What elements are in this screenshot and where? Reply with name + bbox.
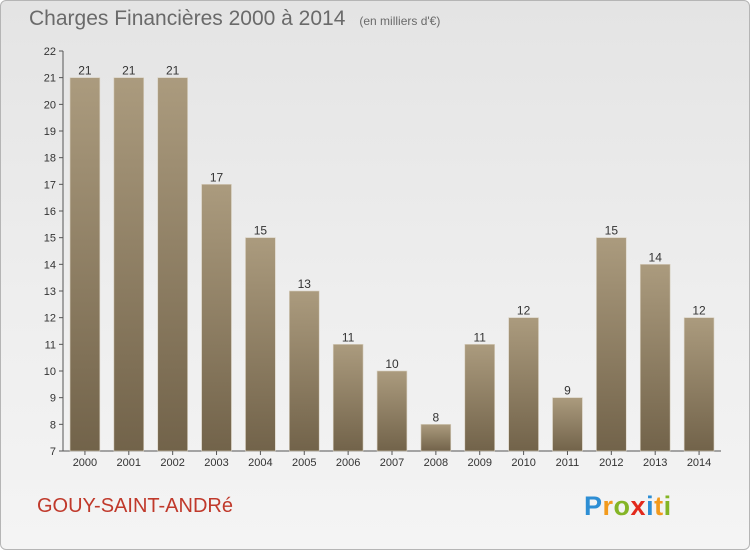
data-label: 13 xyxy=(298,277,312,291)
x-tick-label: 2013 xyxy=(643,457,667,469)
y-tick-label: 17 xyxy=(44,179,56,191)
data-label: 21 xyxy=(122,64,136,78)
chart-title: Charges Financières 2000 à 2014 xyxy=(29,7,346,30)
data-label: 12 xyxy=(692,304,706,318)
data-label: 8 xyxy=(433,410,440,424)
data-label: 21 xyxy=(166,64,180,78)
y-tick-label: 8 xyxy=(50,419,56,431)
x-tick-label: 2003 xyxy=(204,457,228,469)
y-tick-label: 9 xyxy=(50,393,56,405)
x-tick-label: 2009 xyxy=(467,457,491,469)
data-label: 14 xyxy=(649,250,663,264)
bar xyxy=(639,264,671,452)
y-tick-label: 13 xyxy=(44,286,56,298)
x-tick-label: 2001 xyxy=(117,457,141,469)
x-tick-label: 2008 xyxy=(424,457,448,469)
y-tick-label: 10 xyxy=(44,366,56,378)
data-label: 17 xyxy=(210,170,224,184)
y-tick-label: 18 xyxy=(44,153,56,165)
y-tick-label: 15 xyxy=(44,233,56,245)
chart-title-block: Charges Financières 2000 à 2014 (en milli… xyxy=(29,7,440,31)
data-label: 11 xyxy=(342,330,355,344)
y-tick-label: 11 xyxy=(45,339,56,351)
data-label: 9 xyxy=(564,384,571,398)
y-tick-label: 19 xyxy=(44,126,56,138)
x-tick-label: 2004 xyxy=(248,457,272,469)
x-tick-label: 2006 xyxy=(336,457,360,469)
y-tick-label: 20 xyxy=(44,99,56,111)
x-tick-label: 2000 xyxy=(73,457,97,469)
y-tick-label: 14 xyxy=(44,259,56,271)
data-label: 12 xyxy=(517,304,531,318)
data-label: 21 xyxy=(78,64,92,78)
bar xyxy=(201,184,232,452)
x-tick-label: 2002 xyxy=(160,457,184,469)
commune-name: GOUY-SAINT-ANDRé xyxy=(37,495,233,517)
bar xyxy=(113,77,145,452)
bar xyxy=(69,77,101,452)
x-tick-label: 2012 xyxy=(599,457,623,469)
data-label: 15 xyxy=(605,224,619,238)
data-label: 15 xyxy=(254,224,268,238)
y-tick-label: 21 xyxy=(44,73,56,85)
x-tick-label: 2007 xyxy=(380,457,404,469)
proxiti-logo: Proxiti xyxy=(584,491,672,521)
chart-subtitle: (en milliers d'€) xyxy=(359,14,441,28)
x-tick-label: 2010 xyxy=(511,457,535,469)
bar xyxy=(245,237,276,452)
x-tick-label: 2005 xyxy=(292,457,316,469)
bar xyxy=(596,237,627,452)
bar xyxy=(683,317,715,452)
bar xyxy=(552,397,583,452)
bar xyxy=(332,344,364,452)
y-tick-label: 22 xyxy=(44,46,56,58)
y-tick-label: 16 xyxy=(44,206,56,218)
bar xyxy=(508,317,539,452)
data-label: 11 xyxy=(473,330,486,344)
y-tick-label: 12 xyxy=(44,313,56,325)
y-tick-label: 7 xyxy=(50,446,56,458)
bar xyxy=(376,370,408,452)
bar xyxy=(464,344,495,452)
bar xyxy=(420,424,452,452)
bar xyxy=(289,290,320,452)
data-label: 10 xyxy=(385,357,399,371)
x-tick-label: 2014 xyxy=(687,457,711,469)
bar xyxy=(157,77,188,452)
x-tick-label: 2011 xyxy=(556,457,580,469)
